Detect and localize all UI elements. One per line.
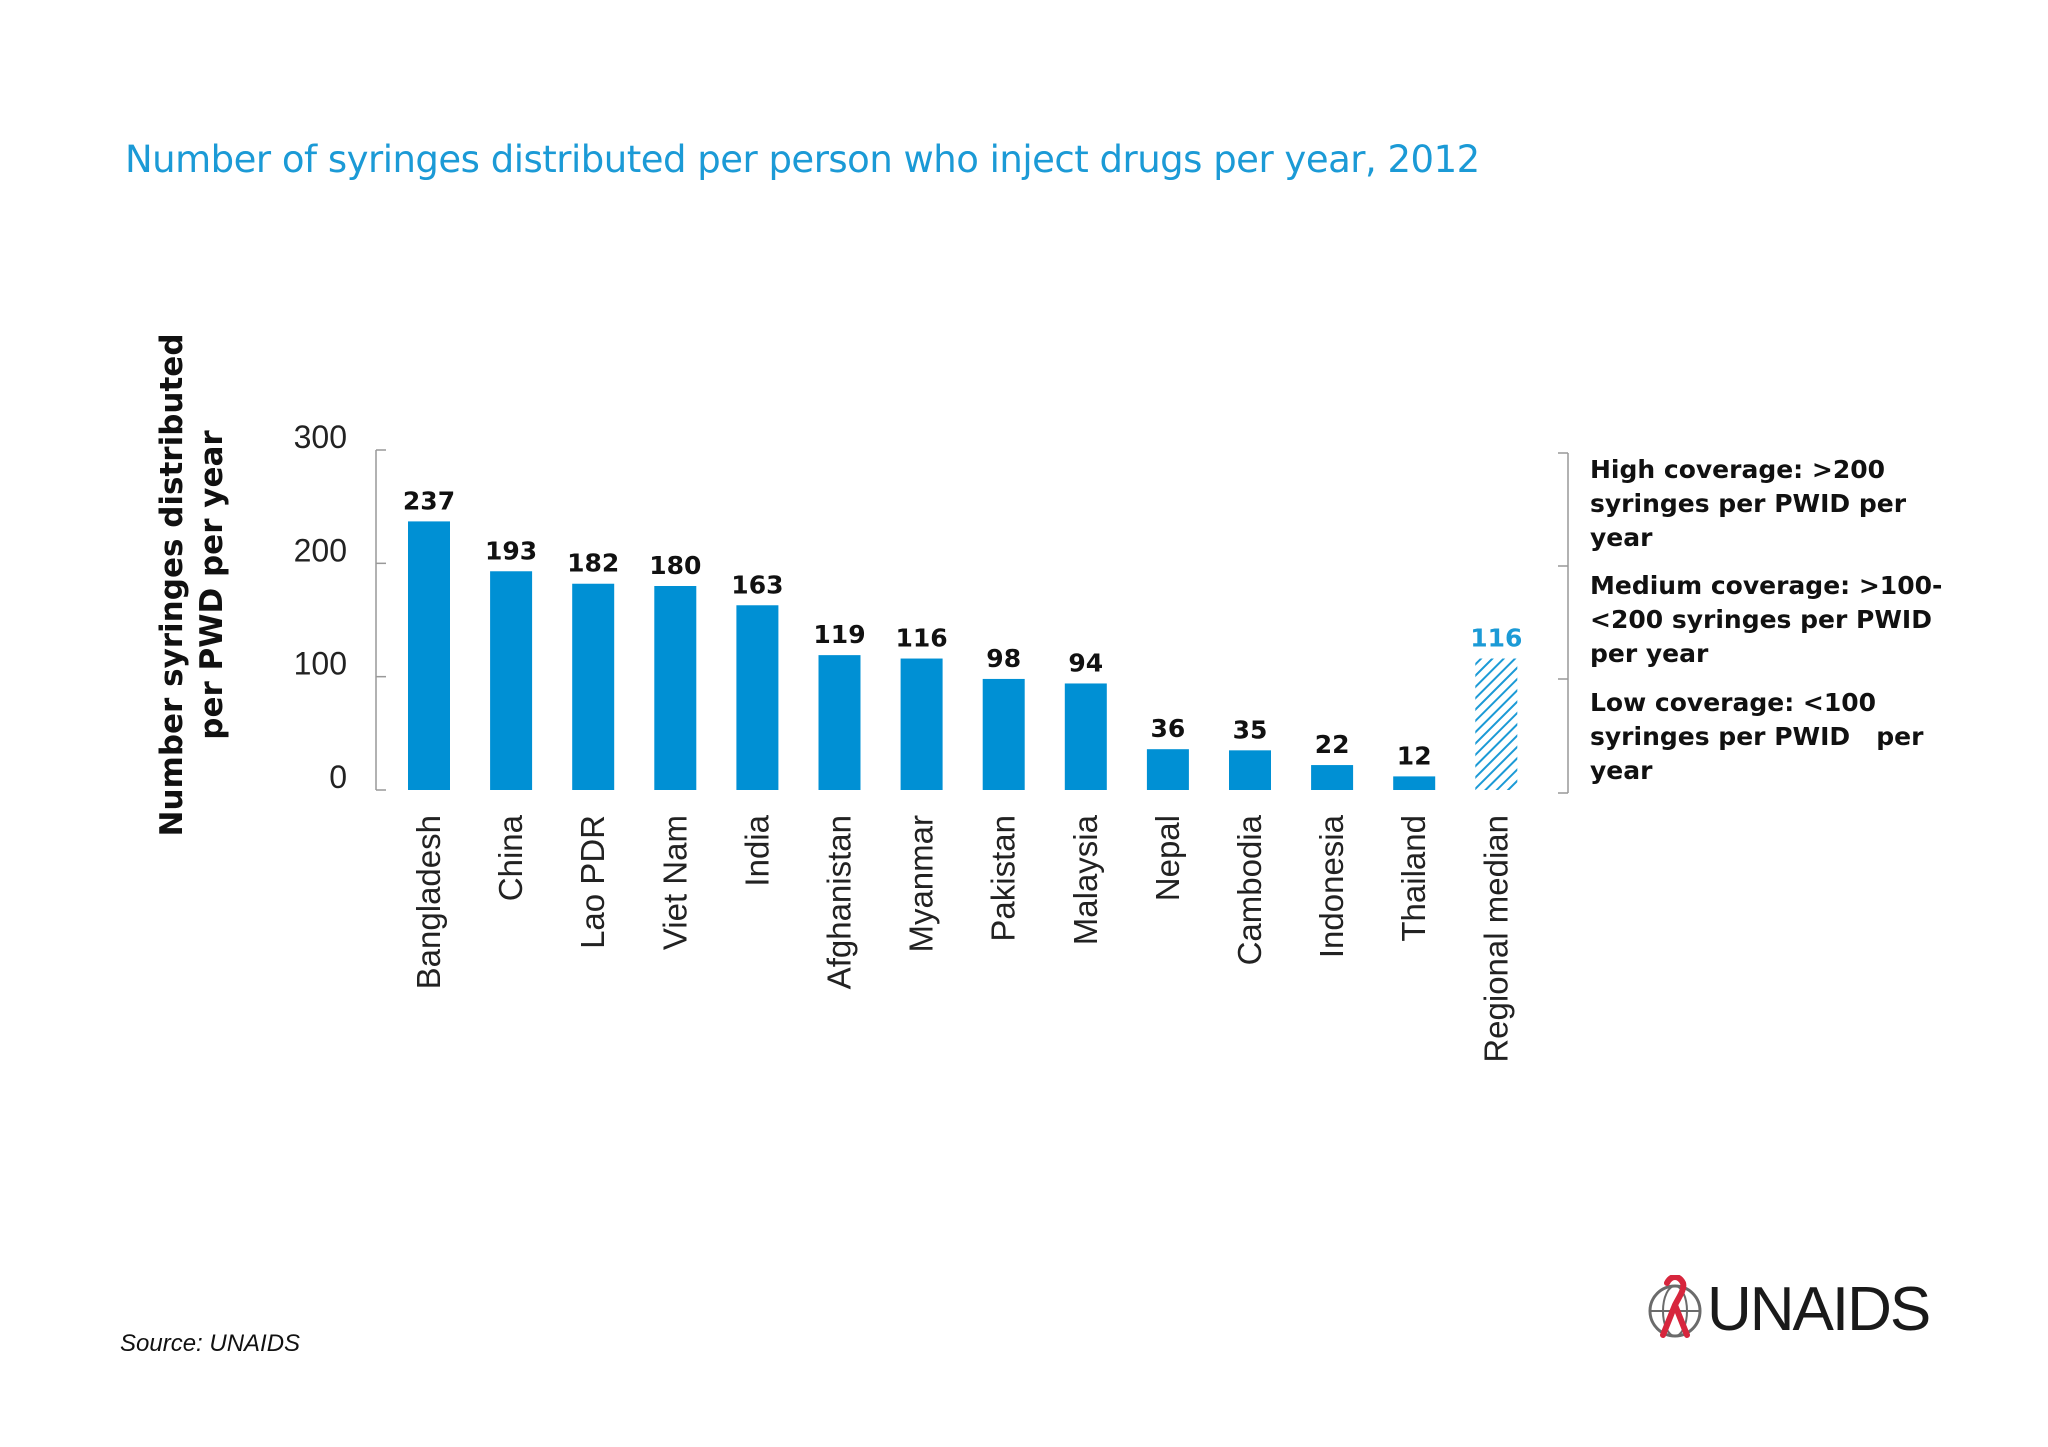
bar — [572, 583, 615, 790]
bar-regional-median — [1475, 658, 1518, 790]
bar — [818, 655, 861, 790]
legend-entry: High coverage: >200 — [1590, 455, 1885, 484]
category-label: Thailand — [1395, 815, 1432, 942]
category-label: Lao PDR — [574, 815, 611, 949]
chart-title: Number of syringes distributed per perso… — [125, 138, 1480, 181]
bar — [408, 521, 450, 790]
data-label: 94 — [1068, 648, 1103, 677]
bar — [1393, 776, 1436, 790]
legend-entry: Low coverage: <100 — [1590, 688, 1876, 717]
category-label: Cambodia — [1231, 814, 1268, 965]
category-label: Viet Nam — [656, 815, 693, 950]
legend-entry: year — [1590, 756, 1653, 785]
legend-entry: syringes per PWID per — [1590, 722, 1924, 751]
data-label: 35 — [1233, 715, 1268, 744]
category-label: Indonesia — [1313, 814, 1350, 958]
bar — [1064, 683, 1107, 790]
legend-entry: Medium coverage: >100- — [1590, 571, 1942, 600]
data-label: 182 — [567, 549, 619, 578]
ribbon-globe-icon — [1648, 1275, 1702, 1338]
unaids-logo: UNAIDS — [1645, 1275, 1945, 1345]
bar — [1311, 765, 1354, 790]
y-tick-label: 200 — [294, 532, 347, 568]
bar — [654, 586, 697, 790]
bar — [1229, 750, 1271, 790]
data-label: 163 — [731, 570, 783, 599]
data-label: 116 — [896, 624, 948, 653]
category-label: Malaysia — [1067, 814, 1104, 945]
category-label: Nepal — [1149, 815, 1186, 901]
y-axis-label: per PWD per year — [194, 430, 230, 740]
y-tick-label: 0 — [329, 759, 347, 795]
bar — [1146, 749, 1189, 790]
bar — [490, 571, 533, 790]
category-label: Pakistan — [985, 815, 1022, 942]
bar — [736, 605, 779, 790]
data-label: 119 — [813, 620, 865, 649]
legend-entry: year — [1590, 523, 1653, 552]
legend-entry: <200 syringes per PWID — [1590, 605, 1932, 634]
category-label: China — [492, 814, 529, 901]
category-label: Bangladesh — [410, 815, 447, 989]
y-tick-label: 300 — [294, 419, 347, 455]
data-label: 116 — [1470, 624, 1522, 653]
source-note: Source: UNAIDS — [120, 1330, 301, 1357]
legend-entry: syringes per PWID per — [1590, 489, 1907, 518]
y-axis-label: Number syringes distributed — [154, 333, 190, 836]
data-label: 193 — [485, 536, 537, 565]
category-label: Afghanistan — [821, 815, 858, 989]
data-label: 12 — [1397, 741, 1432, 770]
y-tick-label: 100 — [294, 646, 347, 682]
category-label: Myanmar — [903, 815, 940, 953]
data-label: 22 — [1315, 730, 1350, 759]
data-label: 237 — [403, 486, 455, 515]
bar — [900, 658, 943, 790]
category-label: India — [738, 814, 775, 886]
bar — [982, 678, 1025, 790]
data-label: 36 — [1151, 714, 1186, 743]
data-label: 98 — [986, 644, 1021, 673]
category-label: Regional median — [1477, 815, 1514, 1063]
legend-entry: per year — [1590, 639, 1709, 668]
data-label: 180 — [649, 551, 701, 580]
logo-text: UNAIDS — [1707, 1275, 1931, 1344]
